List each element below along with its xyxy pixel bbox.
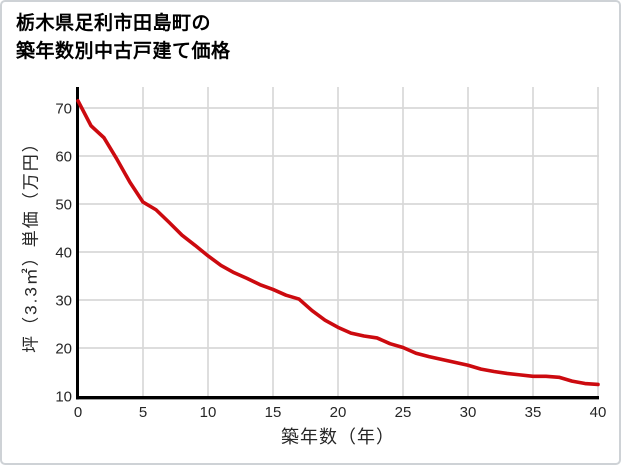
x-tick-label-40: 40 xyxy=(590,404,607,421)
y-tick-label-10: 10 xyxy=(55,389,72,406)
chart-title-line1: 栃木県足利市田島町の xyxy=(16,13,212,34)
y-tick-label-60: 60 xyxy=(55,149,72,166)
x-tick-label-25: 25 xyxy=(395,404,412,421)
x-tick-label-30: 30 xyxy=(460,404,477,421)
y-tick-label-70: 70 xyxy=(55,101,72,118)
x-axis-title: 築年数（年） xyxy=(281,427,395,447)
x-tick-label-5: 5 xyxy=(139,404,147,421)
chart-title: 栃木県足利市田島町の 築年数別中古戸建て価格 xyxy=(16,10,231,66)
x-tick-label-10: 10 xyxy=(200,404,217,421)
x-tick-label-15: 15 xyxy=(265,404,282,421)
price-line-series xyxy=(76,99,600,387)
x-tick-label-0: 0 xyxy=(74,404,82,421)
y-tick-label-50: 50 xyxy=(55,197,72,214)
y-axis-title: 坪（3.3㎡）単価（万円） xyxy=(21,133,41,353)
y-tick-label-20: 20 xyxy=(55,341,72,358)
x-tick-label-35: 35 xyxy=(525,404,542,421)
chart-title-line2: 築年数別中古戸建て価格 xyxy=(16,41,231,62)
x-tick-label-20: 20 xyxy=(330,404,347,421)
y-tick-label-40: 40 xyxy=(55,245,72,262)
y-tick-label-30: 30 xyxy=(55,293,72,310)
